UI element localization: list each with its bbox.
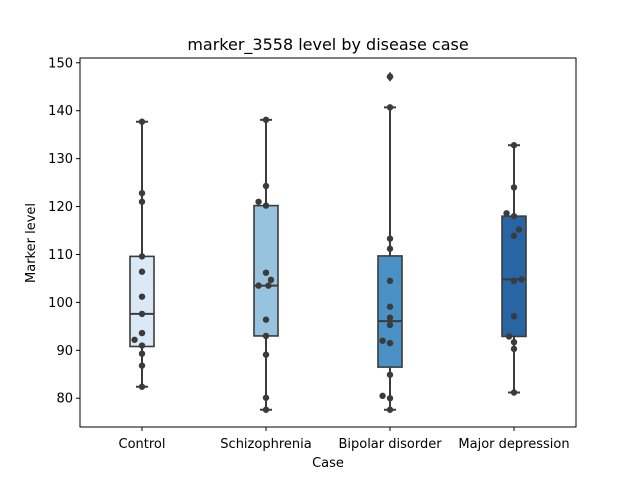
- y-tick-label: 80: [56, 392, 73, 407]
- data-point-major-depression: [515, 226, 523, 233]
- data-point-schizophrenia: [262, 351, 270, 358]
- data-point-major-depression: [510, 345, 518, 353]
- data-point-control: [138, 383, 146, 390]
- data-point-control: [131, 336, 138, 343]
- y-tick-label: 130: [48, 152, 73, 167]
- y-tick-label: 100: [48, 296, 73, 311]
- data-point-control: [138, 253, 146, 260]
- data-point-schizophrenia: [265, 282, 272, 289]
- plot-area: 80 90 100 110 120 130 140 150 Control Schizophren…: [48, 56, 577, 452]
- y-tick-label: 110: [48, 248, 73, 263]
- data-point-control: [138, 350, 146, 357]
- data-point-control: [138, 362, 146, 369]
- data-point-major-depression: [510, 142, 518, 149]
- data-point-schizophrenia: [262, 406, 270, 413]
- data-point-bipolar-disorder: [386, 235, 394, 242]
- data-point-schizophrenia: [255, 198, 262, 205]
- data-point-schizophrenia: [262, 394, 270, 401]
- y-axis-label: Marker level: [24, 203, 39, 283]
- data-point-major-depression: [510, 184, 518, 191]
- data-point-bipolar-disorder: [386, 406, 394, 413]
- data-point-major-depression: [505, 333, 513, 340]
- data-point-major-depression: [510, 277, 518, 285]
- box-bipolar-disorder: [377, 255, 403, 368]
- data-point-control: [138, 329, 146, 337]
- x-tick-label: Bipolar disorder: [338, 437, 442, 452]
- data-point-bipolar-disorder: [386, 73, 394, 80]
- y-tick-label: 150: [48, 56, 73, 71]
- data-point-schizophrenia: [262, 332, 270, 340]
- data-point-bipolar-disorder: [386, 303, 394, 310]
- data-point-control: [138, 310, 146, 318]
- data-point-major-depression: [510, 313, 518, 320]
- data-point-major-depression: [503, 210, 510, 217]
- data-point-bipolar-disorder: [386, 314, 394, 321]
- x-tick-label: Major depression: [458, 437, 569, 452]
- data-point-bipolar-disorder: [386, 371, 394, 378]
- data-point-schizophrenia: [267, 276, 275, 284]
- data-point-schizophrenia: [262, 269, 270, 276]
- plot-frame: [79, 57, 577, 428]
- data-point-control: [138, 189, 146, 197]
- data-point-major-depression: [510, 338, 518, 346]
- x-tick-label: Control: [119, 437, 166, 452]
- data-point-schizophrenia: [262, 202, 270, 209]
- y-tick-label: 90: [56, 344, 73, 359]
- data-point-bipolar-disorder: [386, 104, 394, 111]
- y-tick-label: 120: [48, 200, 73, 215]
- data-point-schizophrenia: [262, 182, 270, 190]
- data-point-bipolar-disorder: [386, 395, 394, 402]
- chart-title: marker_3558 level by disease case: [187, 35, 468, 55]
- data-point-control: [138, 198, 146, 205]
- x-tick-label: Schizophrenia: [220, 437, 311, 452]
- data-point-schizophrenia: [262, 316, 270, 323]
- data-point-major-depression: [510, 232, 518, 239]
- data-point-bipolar-disorder: [379, 337, 386, 344]
- data-point-control: [138, 342, 146, 349]
- data-point-bipolar-disorder: [386, 245, 394, 252]
- data-point-bipolar-disorder: [379, 392, 386, 400]
- data-point-control: [138, 118, 146, 125]
- data-point-major-depression: [510, 389, 518, 396]
- data-point-control: [138, 268, 146, 275]
- data-point-major-depression: [518, 276, 525, 283]
- data-point-schizophrenia: [255, 282, 262, 289]
- data-point-major-depression: [510, 212, 518, 220]
- data-point-bipolar-disorder: [386, 277, 394, 285]
- data-point-schizophrenia: [262, 116, 270, 124]
- x-axis-label: Case: [312, 456, 344, 471]
- data-point-bipolar-disorder: [386, 339, 394, 347]
- y-tick-label: 140: [48, 104, 73, 119]
- data-point-control: [138, 293, 146, 300]
- data-point-bipolar-disorder: [386, 321, 394, 329]
